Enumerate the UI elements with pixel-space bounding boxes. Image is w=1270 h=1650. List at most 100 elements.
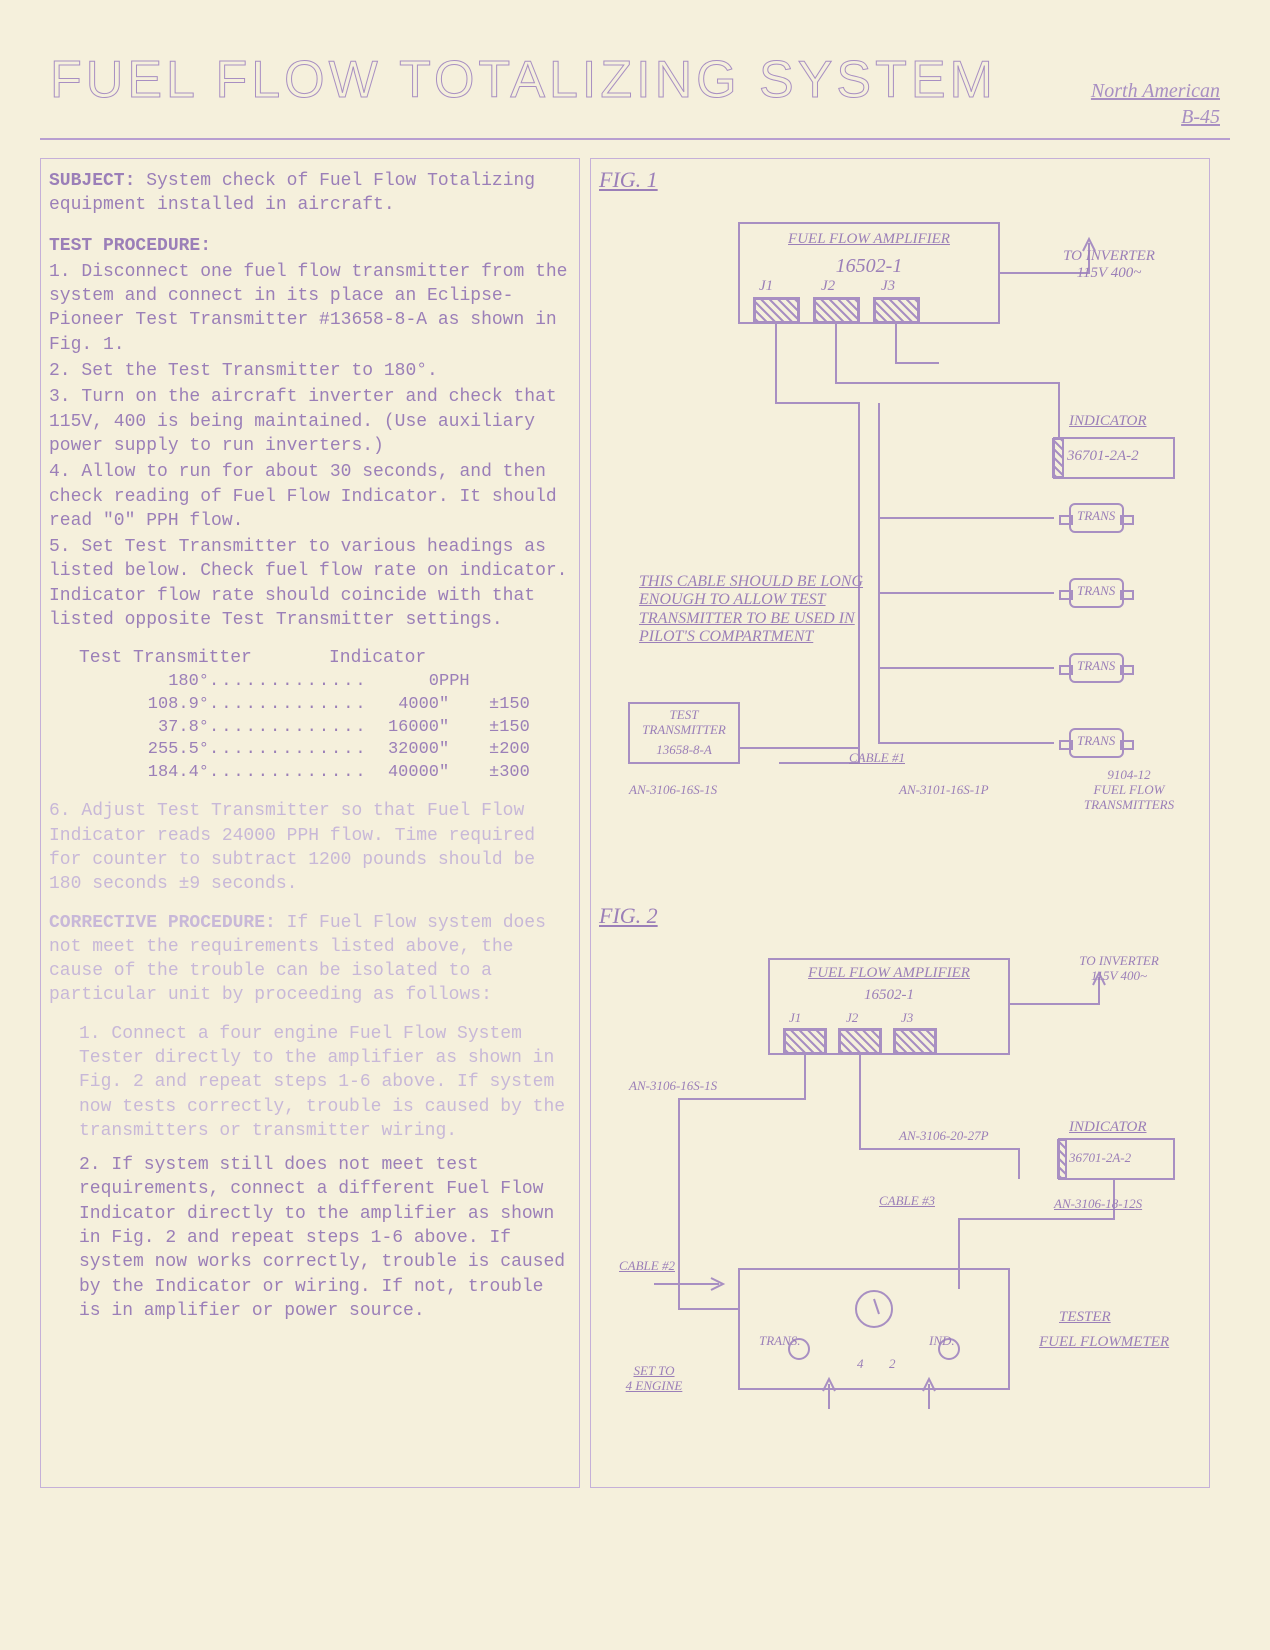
cell-dots: .................. — [209, 671, 369, 694]
fig2-two: 2 — [889, 1357, 896, 1372]
table-row: 108.9°..................4000 "±150 — [79, 694, 571, 717]
cell-angle: 108.9° — [119, 694, 209, 717]
fig1-j3: J3 — [881, 278, 895, 295]
fig2-an-mid: AN-3106-20-27P — [899, 1129, 989, 1144]
left-column: SUBJECT: System check of Fuel Flow Total… — [40, 158, 580, 1488]
fig2-ind: IND. — [929, 1334, 955, 1349]
cell-dots: .................. — [209, 762, 369, 785]
step-6: 6. Adjust Test Transmitter so that Fuel … — [49, 799, 571, 896]
cell-unit: " — [439, 694, 489, 717]
subtitle: North American B-45 — [1091, 78, 1220, 130]
cell-value: 32000 — [369, 739, 439, 762]
cell-dots: .................. — [209, 694, 369, 717]
trans-label-1: TRANS — [1077, 509, 1115, 524]
cell-value: 40000 — [369, 762, 439, 785]
fig2-an-right: AN-3106-18-12S — [1054, 1197, 1142, 1212]
cell-tol: ±150 — [489, 717, 549, 740]
fig2-indicator-num: 36701-2A-2 — [1069, 1151, 1131, 1166]
fig1-test-trans: TEST TRANSMITTER — [634, 708, 734, 738]
cell-tol — [489, 671, 549, 694]
header: FUEL FLOW TOTALIZING SYSTEM North Americ… — [40, 50, 1230, 140]
cell-tol: ±200 — [489, 739, 549, 762]
figure-1: FUEL FLOW AMPLIFIER 16502-1 J1 J2 J3 TO … — [599, 203, 1201, 903]
table-row: 184.4°..................40000 "±300 — [79, 762, 571, 785]
fig2-cable3: CABLE #3 — [879, 1194, 935, 1209]
fig2-j3-icon — [894, 1029, 936, 1054]
cell-angle: 255.5° — [119, 739, 209, 762]
step-5: 5. Set Test Transmitter to various headi… — [49, 535, 571, 632]
cell-unit: " — [439, 762, 489, 785]
cell-unit: PPH — [439, 671, 489, 694]
cell-unit: " — [439, 717, 489, 740]
cell-tol: ±150 — [489, 694, 549, 717]
right-column: FIG. 1 — [590, 158, 1210, 1488]
corrective-1: 1. Connect a four engine Fuel Flow Syste… — [79, 1022, 571, 1143]
fig1-test-trans-num: 13658-8-A — [634, 743, 734, 758]
fig1-indicator-label: INDICATOR — [1069, 413, 1147, 430]
fig1-amp-title: FUEL FLOW AMPLIFIER — [749, 231, 989, 248]
fig2-an-top: AN-3106-16S-1S — [629, 1079, 717, 1094]
cell-tol: ±300 — [489, 762, 549, 785]
content: SUBJECT: System check of Fuel Flow Total… — [40, 158, 1230, 1488]
fig1-cable-note: THIS CABLE SHOULD BE LONG ENOUGH TO ALLO… — [639, 573, 869, 647]
th-indicator: Indicator — [329, 646, 479, 670]
table-header: Test Transmitter Indicator — [79, 646, 571, 670]
fig2-indicator: INDICATOR — [1069, 1119, 1147, 1136]
fig2-four: 4 — [857, 1357, 864, 1372]
fig2-amp-title: FUEL FLOW AMPLIFIER — [779, 965, 999, 982]
corrective-head: CORRECTIVE PROCEDURE: — [49, 913, 276, 933]
step-1: 1. Disconnect one fuel flow transmitter … — [49, 260, 571, 357]
j3-connector-icon — [874, 298, 919, 323]
fig2-j2-icon — [839, 1029, 881, 1054]
cell-value: 0 — [369, 671, 439, 694]
fig1-indicator-num: 36701-2A-2 — [1067, 448, 1139, 465]
trans-label-4: TRANS — [1077, 734, 1115, 749]
cell-dots: .................. — [209, 739, 369, 762]
th-transmitter: Test Transmitter — [79, 646, 329, 670]
table-row: 37.8°..................16000 "±150 — [79, 717, 571, 740]
trans-label-2: TRANS — [1077, 584, 1115, 599]
cell-unit: " — [439, 739, 489, 762]
fig2-flowmeter: FUEL FLOWMETER — [1039, 1334, 1169, 1351]
table-row: 255.5°..................32000 "±200 — [79, 739, 571, 762]
fig2-inverter: TO INVERTER 115V 400~ — [1049, 954, 1189, 984]
fig1-j2: J2 — [821, 278, 835, 295]
fig1-inverter-label: TO INVERTER 115V 400~ — [1039, 248, 1179, 283]
subject-block: SUBJECT: System check of Fuel Flow Total… — [49, 169, 571, 218]
fig2-tester: TESTER — [1059, 1309, 1111, 1326]
fig2-amp-num: 16502-1 — [779, 987, 999, 1004]
cell-angle: 184.4° — [119, 762, 209, 785]
calibration-table: Test Transmitter Indicator 180°.........… — [79, 646, 571, 785]
cell-angle: 37.8° — [119, 717, 209, 740]
table-row: 180°..................0 PPH — [79, 671, 571, 694]
cell-value: 16000 — [369, 717, 439, 740]
main-title: FUEL FLOW TOTALIZING SYSTEM — [50, 50, 997, 110]
j2-connector-icon — [814, 298, 859, 323]
cell-dots: .................. — [209, 717, 369, 740]
fig1-an1: AN-3106-16S-1S — [629, 783, 717, 798]
step-2: 2. Set the Test Transmitter to 180°. — [49, 359, 571, 383]
figure-2: FUEL FLOW AMPLIFIER 16502-1 J1 J2 J3 TO … — [599, 939, 1201, 1479]
cell-value: 4000 — [369, 694, 439, 717]
fig1-cable1: CABLE #1 — [849, 751, 905, 766]
fig2-j3: J3 — [901, 1011, 913, 1026]
cell-angle: 180° — [119, 671, 209, 694]
step-4: 4. Allow to run for about 30 seconds, an… — [49, 460, 571, 533]
fig1-an2: AN-3101-16S-1P — [899, 783, 989, 798]
trans-label-3: TRANS — [1077, 659, 1115, 674]
corrective-2: 2. If system still does not meet test re… — [79, 1153, 571, 1323]
fig1-ffxmit: 9104-12 FUEL FLOW TRANSMITTERS — [1069, 768, 1189, 813]
subtitle-line2: B-45 — [1181, 106, 1220, 128]
fig2-j2: J2 — [846, 1011, 858, 1026]
fig2-trans: TRANS. — [759, 1334, 801, 1349]
step-3: 3. Turn on the aircraft inverter and che… — [49, 385, 571, 458]
fig2-label: FIG. 2 — [599, 903, 1201, 929]
subject-label: SUBJECT: — [49, 171, 135, 191]
fig2-j1: J1 — [789, 1011, 801, 1026]
fig2-set: SET TO 4 ENGINE — [614, 1364, 694, 1394]
test-procedure-head: TEST PROCEDURE: — [49, 234, 571, 258]
subtitle-line1: North American — [1091, 80, 1220, 102]
fig1-label: FIG. 1 — [599, 167, 1201, 193]
j1-connector-icon — [754, 298, 799, 323]
fig2-ind-conn-icon — [1057, 1139, 1067, 1179]
